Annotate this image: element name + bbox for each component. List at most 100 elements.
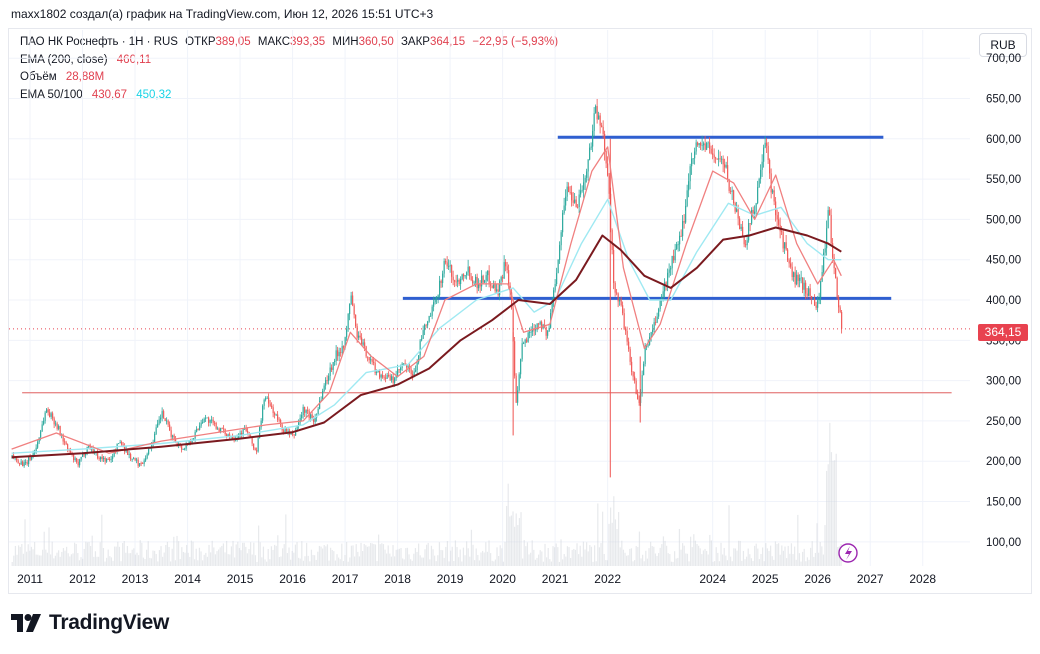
volume-bar <box>203 554 205 566</box>
volume-bar <box>802 551 804 566</box>
candle-body <box>506 266 508 271</box>
volume-bar <box>216 551 218 566</box>
volume-bar <box>640 558 642 566</box>
volume-bar <box>50 554 52 566</box>
volume-bar <box>557 547 559 566</box>
volume-bar <box>366 546 369 566</box>
volume-bar <box>603 554 605 566</box>
candle-body <box>785 242 787 250</box>
candle-body <box>344 337 346 348</box>
volume-bar <box>446 541 449 566</box>
candle-body <box>191 440 193 444</box>
currency-button[interactable]: RUB <box>979 33 1027 57</box>
candle-body <box>11 455 13 458</box>
candle-body <box>116 443 118 452</box>
volume-bar <box>264 559 266 566</box>
candle-body <box>566 186 568 197</box>
candle-body <box>353 305 355 315</box>
volume-bar <box>166 541 169 566</box>
volume-bar <box>384 549 386 566</box>
close-label: ЗАКР <box>400 36 430 48</box>
alert-icon[interactable] <box>838 543 858 563</box>
candle-body <box>682 221 684 237</box>
volume-bar <box>355 544 357 566</box>
volume-bar <box>82 558 84 566</box>
ema200-row[interactable]: EMA (200, close) 460,11 <box>20 52 558 70</box>
tradingview-logo[interactable]: TradingView <box>11 611 169 635</box>
symbol-name[interactable]: ПАО НК Роснефть · 1Н · RUS <box>20 36 178 48</box>
volume-bar <box>102 547 105 566</box>
volume-bar <box>426 544 428 566</box>
candle-body <box>413 371 415 377</box>
volume-bar <box>698 545 700 566</box>
candle-body <box>70 451 72 454</box>
x-tick-label: 2017 <box>332 572 359 586</box>
candle-body <box>548 327 550 332</box>
volume-bar <box>686 553 689 566</box>
candle-body <box>175 439 177 443</box>
candle-body <box>199 425 201 430</box>
time-axis[interactable]: 2011 2012 2013 2014 2015 2016 2017 2018 2019 2020… <box>17 572 936 586</box>
candle-body <box>647 344 649 346</box>
volume-bar <box>106 557 108 566</box>
volume-bar <box>170 561 172 566</box>
volume-bar <box>822 554 825 566</box>
volume-bar <box>582 541 585 566</box>
volume-bar <box>554 547 556 566</box>
volume-bar <box>552 546 554 566</box>
candle-body <box>392 376 394 383</box>
candle-body <box>451 265 453 277</box>
volume-row[interactable]: Объём 28,88M <box>20 69 558 87</box>
volume-bar <box>659 547 661 566</box>
candle-body <box>656 316 658 323</box>
volume-bar <box>821 546 823 566</box>
volume-bar <box>744 559 746 566</box>
volume-bar <box>622 549 625 566</box>
candle-body <box>631 361 633 372</box>
volume-bar <box>693 534 695 566</box>
volume-bar <box>237 541 239 566</box>
candle-body <box>338 352 340 357</box>
candle-body <box>703 143 705 146</box>
candle-body <box>128 454 130 455</box>
candle-body <box>583 182 585 190</box>
candle-body <box>65 442 67 445</box>
volume-bar <box>675 558 677 566</box>
volume-bar <box>194 559 196 566</box>
candle-body <box>218 428 220 432</box>
ema50-100-row[interactable]: EMA 50/100 430,67 450,32 <box>20 87 558 105</box>
volume-bar <box>134 554 137 566</box>
candle-body <box>310 414 312 418</box>
volume-bar <box>747 548 749 566</box>
volume-bar <box>445 546 447 566</box>
volume-bar <box>629 548 631 566</box>
volume-bar <box>144 559 146 566</box>
candle-body <box>523 343 525 344</box>
volume-bar <box>360 542 362 566</box>
candle-body <box>614 282 616 293</box>
candle-body <box>616 292 618 294</box>
candle-body <box>103 457 105 460</box>
candle-body <box>358 335 360 338</box>
candle-body <box>26 462 28 465</box>
volume-bar <box>670 561 673 566</box>
volume-bar <box>56 552 58 566</box>
candle-body <box>314 417 316 422</box>
candle-body <box>350 295 352 305</box>
price-axis[interactable]: 100,00150,00200,00250,00300,00350,00400,… <box>986 53 1021 549</box>
candle-body <box>464 275 466 277</box>
volume-bar <box>770 545 772 566</box>
volume-bar <box>774 541 777 566</box>
volume-bar <box>643 561 645 566</box>
candle-body <box>92 448 94 453</box>
volume-bar <box>763 561 765 566</box>
candle-body <box>796 274 798 285</box>
candle-body <box>166 420 168 422</box>
volume-bar <box>437 555 439 566</box>
volume-bar <box>157 561 159 566</box>
candle-body <box>223 428 225 430</box>
volume-bar <box>509 516 511 566</box>
candle-body <box>604 133 606 152</box>
candle-body <box>373 361 375 363</box>
